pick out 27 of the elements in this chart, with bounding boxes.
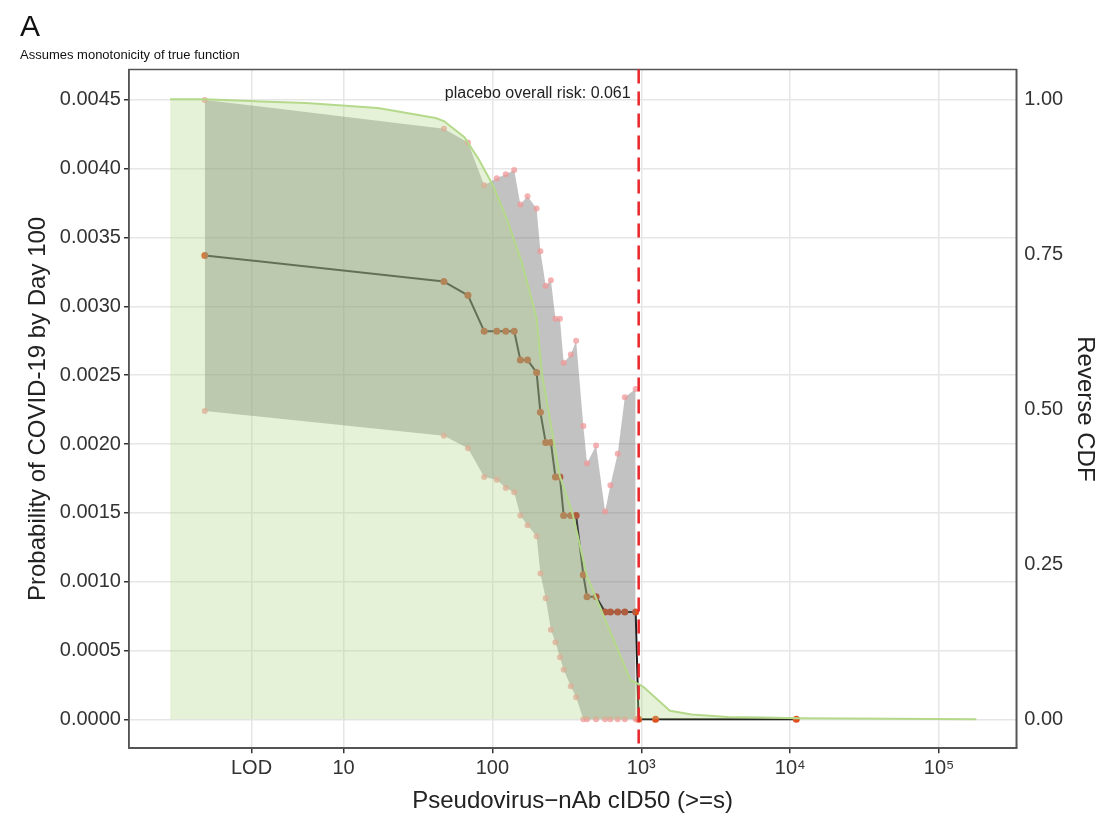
y-tick-label: 0.0025 (59, 362, 121, 385)
y-tick-label: 0.0015 (59, 500, 121, 523)
y2-tick-label: 0.00 (1024, 706, 1064, 729)
x-tick-label: 100 (475, 755, 510, 778)
x-tick-label: 10⁴ (774, 755, 806, 778)
y-tick-label: 0.0035 (59, 225, 121, 248)
y2-tick-label: 0.25 (1024, 551, 1064, 574)
y2-tick-label: 0.75 (1024, 241, 1064, 264)
y-axis-title: Probability of COVID-19 by Day 100 (23, 216, 51, 601)
x-tick-label: 10³ (626, 755, 657, 778)
x-tick-label: 10 (332, 755, 355, 778)
x-tick-label: LOD (230, 755, 273, 778)
y-tick-label: 0.0000 (59, 706, 121, 729)
chart-subtitle: Assumes monotonicity of true function (20, 47, 240, 63)
x-tick-label: 10⁵ (923, 755, 955, 778)
y-tick-label: 0.0030 (59, 293, 121, 316)
y-tick-label: 0.0040 (59, 156, 121, 179)
x-axis-title: Pseudovirus−nAb cID50 (>=s) (412, 786, 734, 814)
y2-tick-label: 1.00 (1024, 86, 1064, 109)
chart-title: A (20, 9, 41, 43)
y-tick-label: 0.0005 (59, 637, 121, 660)
y-tick-label: 0.0045 (59, 87, 121, 110)
y-tick-label: 0.0020 (59, 431, 121, 454)
y2-tick-label: 0.50 (1024, 396, 1064, 419)
y2-axis-title: Reverse CDF (1072, 336, 1100, 482)
y-tick-label: 0.0010 (59, 569, 121, 592)
annotation: placebo overall risk: 0.061 (444, 84, 631, 102)
